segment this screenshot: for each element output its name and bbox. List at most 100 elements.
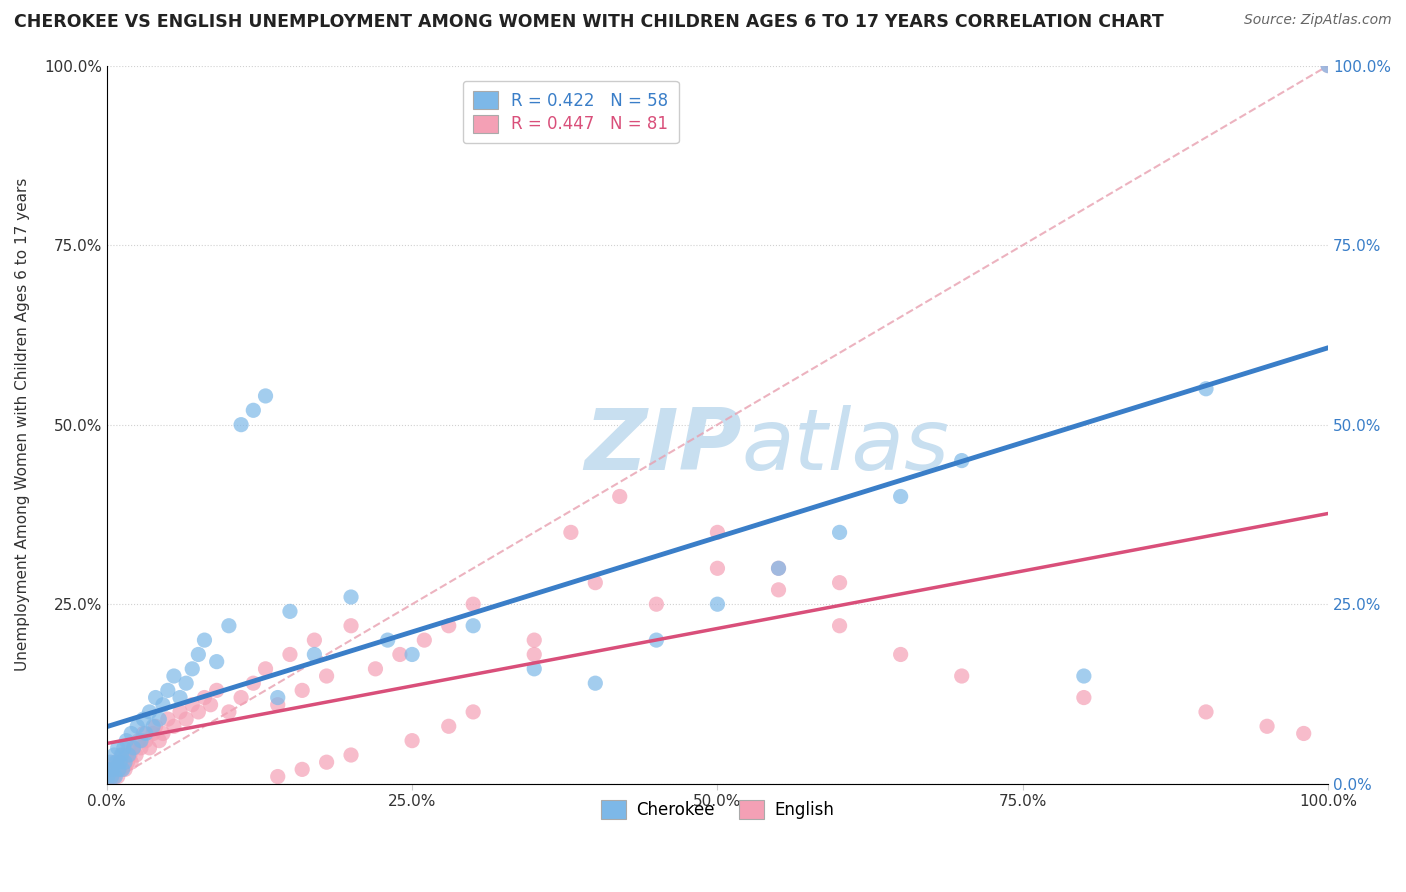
Point bbox=[114, 763, 136, 777]
Point bbox=[129, 740, 152, 755]
Point bbox=[304, 648, 326, 662]
Point bbox=[401, 648, 423, 662]
Point bbox=[1073, 669, 1095, 683]
Point bbox=[1073, 690, 1095, 705]
Point bbox=[163, 719, 186, 733]
Point bbox=[120, 755, 142, 769]
Point bbox=[174, 676, 197, 690]
Point bbox=[110, 747, 132, 762]
Point bbox=[169, 705, 191, 719]
Text: atlas: atlas bbox=[742, 405, 950, 488]
Point bbox=[267, 690, 290, 705]
Point bbox=[148, 712, 170, 726]
Point bbox=[267, 770, 290, 784]
Point bbox=[1195, 382, 1218, 396]
Point bbox=[181, 662, 204, 676]
Point bbox=[645, 597, 668, 611]
Point bbox=[278, 648, 301, 662]
Point bbox=[828, 525, 851, 540]
Point bbox=[437, 619, 460, 633]
Point bbox=[377, 633, 399, 648]
Point bbox=[340, 747, 363, 762]
Point bbox=[125, 747, 148, 762]
Point bbox=[364, 662, 387, 676]
Point bbox=[120, 726, 142, 740]
Point bbox=[100, 755, 122, 769]
Point bbox=[463, 705, 485, 719]
Point bbox=[132, 726, 155, 740]
Point bbox=[115, 747, 138, 762]
Point bbox=[135, 733, 157, 747]
Point bbox=[205, 655, 228, 669]
Point bbox=[97, 770, 120, 784]
Point bbox=[118, 740, 141, 755]
Point bbox=[401, 733, 423, 747]
Point bbox=[108, 755, 131, 769]
Point bbox=[105, 755, 128, 769]
Point bbox=[104, 755, 127, 769]
Point bbox=[340, 619, 363, 633]
Point bbox=[108, 763, 131, 777]
Point bbox=[174, 712, 197, 726]
Point bbox=[193, 633, 215, 648]
Point bbox=[111, 747, 134, 762]
Y-axis label: Unemployment Among Women with Children Ages 6 to 17 years: Unemployment Among Women with Children A… bbox=[15, 178, 30, 672]
Point bbox=[100, 763, 122, 777]
Point bbox=[156, 712, 179, 726]
Point bbox=[110, 763, 132, 777]
Point bbox=[463, 619, 485, 633]
Point bbox=[523, 633, 546, 648]
Point bbox=[115, 733, 138, 747]
Point bbox=[278, 604, 301, 618]
Point bbox=[267, 698, 290, 712]
Point bbox=[98, 770, 121, 784]
Point bbox=[560, 525, 582, 540]
Point bbox=[142, 726, 165, 740]
Point bbox=[706, 525, 728, 540]
Point bbox=[340, 590, 363, 604]
Point bbox=[156, 683, 179, 698]
Point bbox=[128, 733, 150, 747]
Point bbox=[148, 733, 170, 747]
Point bbox=[1317, 59, 1340, 73]
Point bbox=[768, 561, 790, 575]
Point bbox=[1195, 705, 1218, 719]
Legend: Cherokee, English: Cherokee, English bbox=[595, 794, 841, 826]
Point bbox=[229, 417, 252, 432]
Point bbox=[163, 669, 186, 683]
Point bbox=[117, 755, 139, 769]
Point bbox=[135, 726, 157, 740]
Point bbox=[315, 669, 337, 683]
Point bbox=[828, 575, 851, 590]
Point bbox=[138, 705, 160, 719]
Point bbox=[107, 740, 129, 755]
Point bbox=[315, 755, 337, 769]
Point bbox=[112, 755, 135, 769]
Point bbox=[291, 763, 314, 777]
Point bbox=[254, 662, 277, 676]
Point bbox=[103, 770, 125, 784]
Point bbox=[609, 490, 631, 504]
Point bbox=[145, 719, 167, 733]
Text: Source: ZipAtlas.com: Source: ZipAtlas.com bbox=[1244, 13, 1392, 28]
Point bbox=[187, 705, 209, 719]
Point bbox=[890, 490, 912, 504]
Point bbox=[101, 763, 124, 777]
Point bbox=[122, 740, 145, 755]
Point bbox=[112, 740, 135, 755]
Point bbox=[229, 690, 252, 705]
Point bbox=[98, 763, 121, 777]
Point bbox=[645, 633, 668, 648]
Point bbox=[218, 619, 240, 633]
Point bbox=[100, 770, 122, 784]
Point bbox=[101, 763, 124, 777]
Point bbox=[205, 683, 228, 698]
Point bbox=[127, 719, 149, 733]
Point bbox=[413, 633, 436, 648]
Point bbox=[768, 582, 790, 597]
Point bbox=[105, 763, 128, 777]
Point bbox=[583, 676, 606, 690]
Point bbox=[1317, 59, 1340, 73]
Point bbox=[108, 763, 131, 777]
Point bbox=[103, 747, 125, 762]
